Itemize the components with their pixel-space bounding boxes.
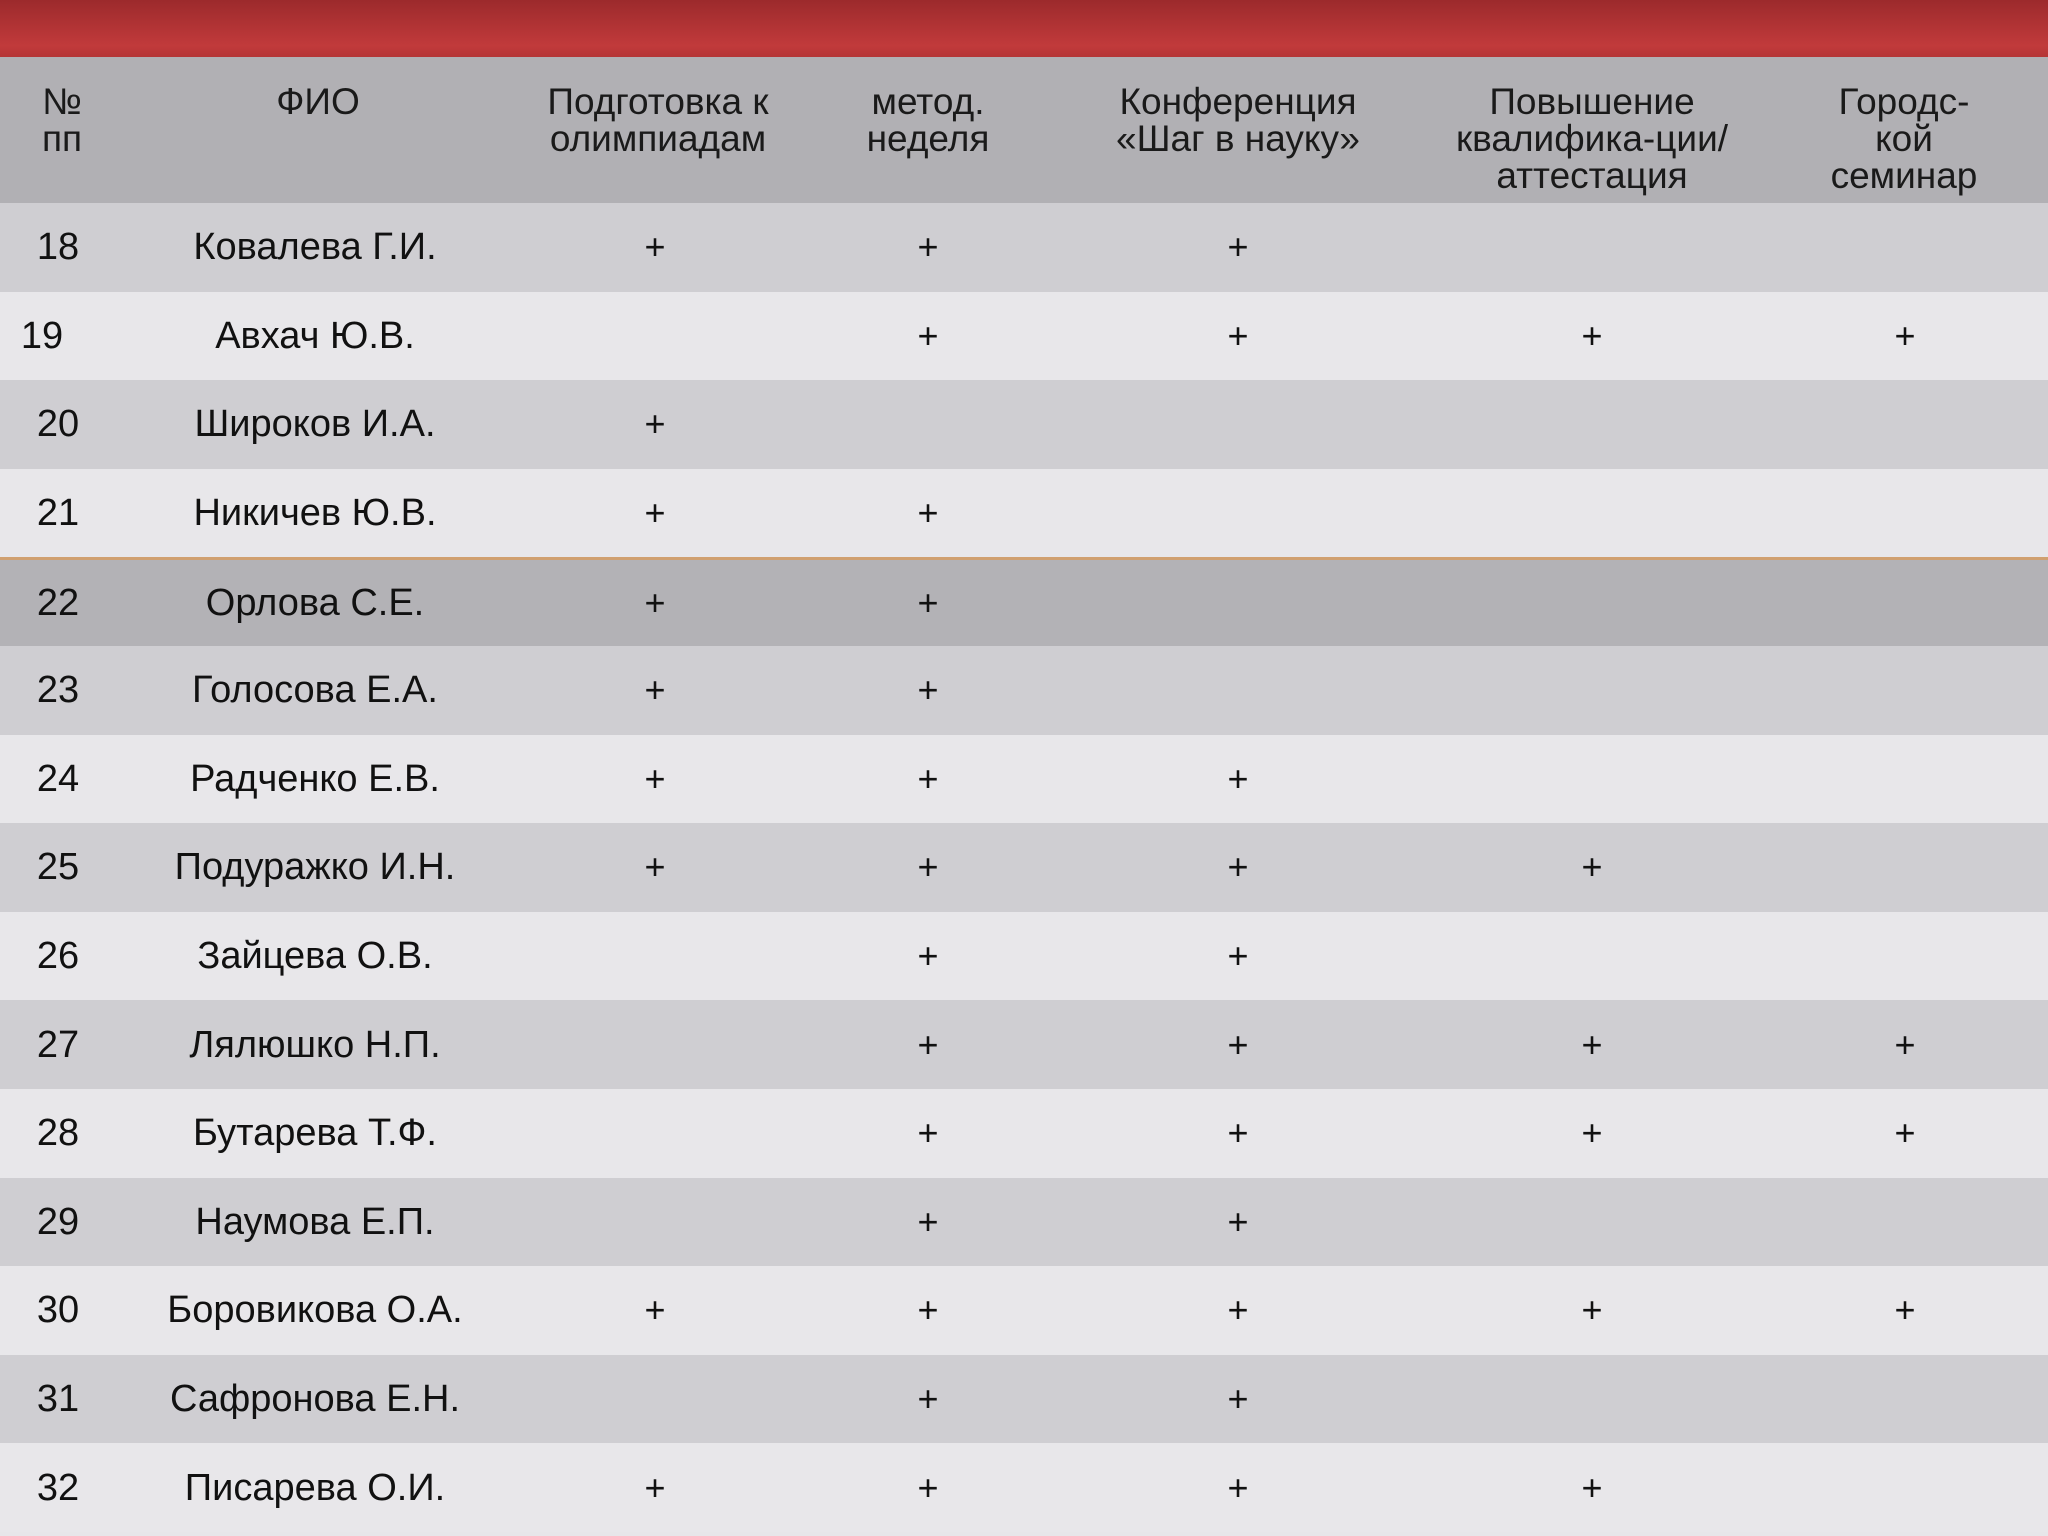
row-name: Ковалева Г.И.: [193, 226, 437, 269]
row-name: Зайцева О.В.: [197, 935, 433, 978]
cell-olympiads: +: [644, 492, 666, 534]
row-name: Наумова Е.П.: [195, 1200, 435, 1243]
table-row: 26 Зайцева О.В. + +: [0, 911, 2048, 1001]
table-row: 28 Бутарева Т.Ф. + + + +: [0, 1088, 2048, 1178]
row-name: Боровикова О.А.: [167, 1289, 463, 1332]
row-name: Сафронова Е.Н.: [169, 1378, 461, 1421]
cell-method-week: +: [917, 1289, 939, 1331]
cell-method-week: +: [917, 1200, 939, 1242]
table-row: 22 Орлова С.Е. + +: [0, 557, 2048, 646]
cell-method-week: +: [917, 757, 939, 799]
row-name: Лялюшко Н.П.: [189, 1023, 441, 1066]
title-bar: [0, 0, 2048, 57]
table-row: 32 Писарева О.И. + + + +: [0, 1443, 2048, 1532]
row-number: 23: [36, 669, 80, 712]
cell-city-seminar: +: [1894, 1112, 1916, 1154]
row-number: 26: [36, 935, 80, 978]
row-number: 28: [36, 1112, 80, 1155]
cell-conference: +: [1227, 1023, 1249, 1065]
cell-conference: +: [1227, 1378, 1249, 1420]
header-olympiads: Подготовка к олимпиадам: [547, 81, 769, 159]
table-row: 29 Наумова Е.П. + +: [0, 1177, 2048, 1267]
cell-olympiads: +: [644, 1289, 666, 1331]
cell-conference: +: [1227, 314, 1249, 356]
cell-conference: +: [1227, 1112, 1249, 1154]
table-row: 25 Подуражко И.Н. + + + +: [0, 823, 2048, 912]
cell-conference: +: [1227, 1466, 1249, 1508]
table-body: 18 Ковалева Г.И. + + +19 Авхач Ю.В. + + + +20 Широ…: [0, 203, 2048, 1532]
cell-method-week: +: [917, 935, 939, 977]
cell-conference: +: [1227, 935, 1249, 977]
row-number: 19: [20, 314, 64, 357]
row-name: Орлова С.Е.: [205, 582, 425, 625]
cell-olympiads: +: [644, 846, 666, 888]
cell-olympiads: +: [644, 226, 666, 268]
cell-method-week: +: [917, 314, 939, 356]
row-name: Подуражко И.Н.: [174, 846, 456, 889]
row-number: 18: [36, 226, 80, 269]
cell-olympiads: +: [644, 1466, 666, 1508]
cell-conference: +: [1227, 1289, 1249, 1331]
row-number: 32: [36, 1466, 80, 1509]
row-name: Широков И.А.: [194, 403, 436, 446]
cell-olympiads: +: [644, 582, 666, 624]
cell-method-week: +: [917, 1378, 939, 1420]
cell-method-week: +: [917, 492, 939, 534]
cell-olympiads: +: [644, 403, 666, 445]
header-fio: ФИО: [276, 81, 360, 122]
cell-qualification: +: [1581, 314, 1603, 356]
cell-method-week: +: [917, 846, 939, 888]
row-number: 31: [36, 1378, 80, 1421]
cell-method-week: +: [917, 582, 939, 624]
cell-qualification: +: [1581, 1289, 1603, 1331]
table-row: 18 Ковалева Г.И. + + +: [0, 203, 2048, 292]
table-row: 24 Радченко Е.В. + + +: [0, 734, 2048, 824]
cell-conference: +: [1227, 846, 1249, 888]
row-number: 27: [36, 1023, 80, 1066]
row-name: Голосова Е.А.: [192, 669, 438, 712]
cell-qualification: +: [1581, 1023, 1603, 1065]
table-row: 21 Никичев Ю.В. + +: [0, 468, 2048, 558]
row-name: Никичев Ю.В.: [193, 492, 437, 535]
table-row: 31 Сафронова Е.Н. + +: [0, 1354, 2048, 1444]
row-number: 30: [36, 1289, 80, 1332]
cell-method-week: +: [917, 1023, 939, 1065]
cell-qualification: +: [1581, 1112, 1603, 1154]
table-row: 20 Широков И.А. +: [0, 380, 2048, 469]
row-number: 20: [36, 403, 80, 446]
cell-conference: +: [1227, 226, 1249, 268]
cell-olympiads: +: [644, 757, 666, 799]
row-number: 21: [36, 492, 80, 535]
cell-qualification: +: [1581, 1466, 1603, 1508]
cell-qualification: +: [1581, 846, 1603, 888]
header-qualification: Повышение квалифика-ции/ аттестация: [1455, 81, 1729, 196]
header-num: № пп: [41, 81, 83, 159]
header-conference: Конференция «Шаг в науку»: [1116, 81, 1360, 159]
row-name: Бутарева Т.Ф.: [193, 1112, 437, 1155]
row-name: Радченко Е.В.: [190, 757, 440, 800]
row-name: Писарева О.И.: [184, 1466, 446, 1509]
row-name: Авхач Ю.В.: [215, 314, 415, 357]
table-row: 27 Лялюшко Н.П. + + + +: [0, 1000, 2048, 1089]
header-city-seminar: Городс-кой семинар: [1830, 81, 1978, 196]
cell-city-seminar: +: [1894, 1289, 1916, 1331]
cell-method-week: +: [917, 669, 939, 711]
table-row: 19 Авхач Ю.В. + + + +: [0, 291, 2048, 381]
cell-city-seminar: +: [1894, 314, 1916, 356]
table-row: 23 Голосова Е.А. + +: [0, 645, 2048, 735]
cell-olympiads: +: [644, 669, 666, 711]
cell-method-week: +: [917, 1112, 939, 1154]
cell-city-seminar: +: [1894, 1023, 1916, 1065]
table-row: 30 Боровикова О.А. + + + + +: [0, 1266, 2048, 1355]
row-number: 24: [36, 757, 80, 800]
cell-method-week: +: [917, 226, 939, 268]
cell-conference: +: [1227, 757, 1249, 799]
cell-conference: +: [1227, 1200, 1249, 1242]
row-number: 25: [36, 846, 80, 889]
header-method-week: метод. неделя: [866, 81, 990, 159]
cell-method-week: +: [917, 1466, 939, 1508]
table-header: № пп ФИО Подготовка к олимпиадам метод. …: [0, 57, 2048, 203]
row-number: 22: [36, 582, 80, 625]
row-number: 29: [36, 1200, 80, 1243]
